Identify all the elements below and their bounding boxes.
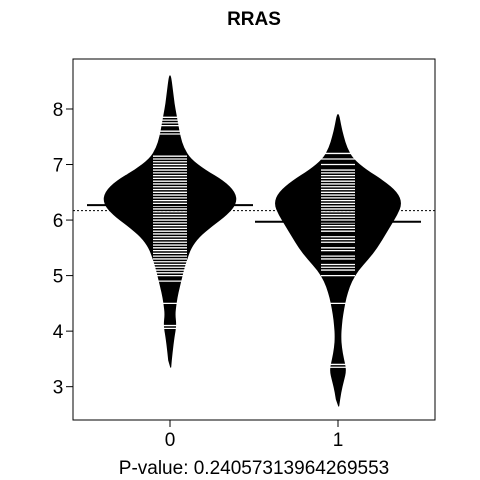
y-tick-label: 3 <box>53 378 64 399</box>
y-tick-label: 5 <box>53 267 64 288</box>
x-tick-label: 0 <box>165 430 176 451</box>
bean-density-0 <box>103 75 237 368</box>
y-axis: 3 4 5 6 7 8 <box>53 100 74 399</box>
y-tick-label: 6 <box>53 211 64 232</box>
bean-1 <box>255 114 421 407</box>
chart-title: RRAS <box>227 9 281 30</box>
bean-density-1 <box>275 114 401 407</box>
y-tick-label: 8 <box>53 100 64 121</box>
bean-0 <box>87 75 253 368</box>
x-axis-label: P-value: 0.24057313964269553 <box>119 458 389 479</box>
y-tick-label: 4 <box>53 322 64 343</box>
x-tick-label: 1 <box>333 430 344 451</box>
beans-layer <box>87 75 421 407</box>
y-tick-label: 7 <box>53 156 64 177</box>
